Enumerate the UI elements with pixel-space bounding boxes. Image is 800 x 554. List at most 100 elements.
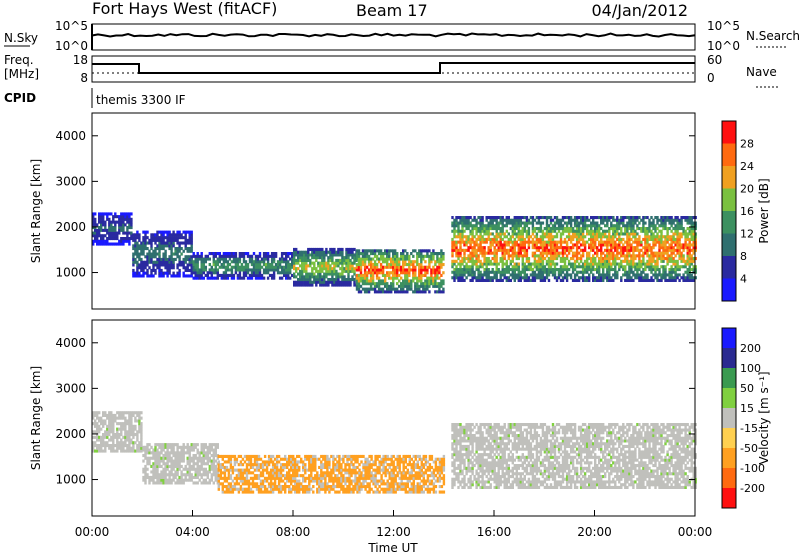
power-cell xyxy=(519,278,522,282)
power-cell xyxy=(305,250,308,254)
power-cell xyxy=(525,257,529,261)
power-cell xyxy=(230,252,234,256)
velocity-cell xyxy=(146,473,149,477)
power-cell xyxy=(622,268,625,272)
power-cell xyxy=(118,231,121,235)
power-cell xyxy=(608,229,611,233)
power-cell xyxy=(128,220,131,224)
power-cell xyxy=(108,228,111,232)
velocity-cell xyxy=(166,451,169,455)
power-cell xyxy=(156,244,159,248)
velocity-cell xyxy=(198,456,201,460)
power-cell xyxy=(283,260,286,264)
power-cell xyxy=(545,218,549,222)
power-cell xyxy=(224,265,228,269)
power-cell xyxy=(662,276,665,280)
power-cell xyxy=(507,257,510,261)
power-cell xyxy=(174,249,177,253)
power-cell xyxy=(367,290,371,294)
power-cell xyxy=(628,232,631,236)
power-cell xyxy=(365,249,369,253)
power-cell xyxy=(541,276,545,280)
power-cell xyxy=(365,265,369,269)
power-cell xyxy=(142,263,145,267)
power-cell xyxy=(517,237,520,241)
power-cell xyxy=(620,216,623,220)
power-cell xyxy=(523,248,526,252)
power-cell xyxy=(422,254,425,258)
power-cell xyxy=(646,216,649,220)
power-cell xyxy=(166,230,169,234)
power-cell xyxy=(688,243,691,247)
power-cell xyxy=(517,221,520,225)
power-cell xyxy=(345,269,348,273)
power-cell xyxy=(144,238,147,242)
power-cell xyxy=(539,278,543,282)
power-cell xyxy=(120,223,123,227)
power-cell xyxy=(509,254,512,258)
power-cell xyxy=(479,246,482,250)
velocity-cell xyxy=(225,476,229,480)
nsearch-label: N.Search xyxy=(746,29,800,43)
velocity-cell xyxy=(178,451,181,455)
power-cell xyxy=(614,273,617,277)
power-cell xyxy=(586,254,589,258)
power-cell xyxy=(323,267,326,271)
power-cell xyxy=(670,218,673,222)
power-cell xyxy=(596,232,599,236)
power-cell xyxy=(499,257,502,261)
velocity-cell xyxy=(144,475,147,479)
power-cell xyxy=(519,243,522,247)
velocity-cell xyxy=(140,435,143,439)
power-cell xyxy=(543,251,547,255)
velocity-cell xyxy=(210,459,213,463)
power-cell xyxy=(434,252,437,256)
power-cell xyxy=(188,233,191,237)
power-cell xyxy=(455,235,458,239)
velocity-cell xyxy=(116,444,119,448)
power-cell xyxy=(678,232,681,236)
power-cell xyxy=(592,262,595,266)
power-cell xyxy=(545,235,549,239)
power-cell xyxy=(313,272,316,276)
power-cell xyxy=(630,224,633,228)
power-cell xyxy=(543,232,547,236)
velocity-cell xyxy=(190,459,193,463)
velocity-cell xyxy=(208,470,211,474)
velocity-cell xyxy=(116,435,119,439)
power-cell xyxy=(596,268,599,272)
velocity-cell xyxy=(104,433,107,437)
freq-series xyxy=(92,62,695,74)
power-cell xyxy=(537,246,541,250)
velocity-cell xyxy=(259,490,263,494)
power-cell xyxy=(515,262,518,266)
power-cell xyxy=(618,243,621,247)
power-cell xyxy=(234,254,238,258)
power-cell xyxy=(596,276,599,280)
power-cell xyxy=(176,233,179,237)
power-cell xyxy=(616,229,619,233)
power-cell xyxy=(410,279,413,283)
power-cell xyxy=(345,264,348,268)
velocity-cell xyxy=(118,427,121,431)
power-cell xyxy=(497,270,500,274)
power-cell xyxy=(507,232,510,236)
power-cell xyxy=(602,221,605,225)
power-cell xyxy=(598,227,601,231)
power-cell xyxy=(475,224,478,228)
power-cell xyxy=(565,229,569,233)
power-cell xyxy=(590,227,593,231)
power-cell xyxy=(118,220,121,224)
power-cell xyxy=(208,271,211,275)
power-cell xyxy=(377,252,381,256)
power-cell xyxy=(626,232,629,236)
power-cell xyxy=(158,247,161,251)
velocity-cell xyxy=(227,490,231,494)
power-cell xyxy=(341,258,344,262)
power-cell xyxy=(339,283,342,287)
power-cell xyxy=(339,280,342,284)
velocity-cell xyxy=(158,481,161,485)
power-cell xyxy=(479,216,482,220)
power-cell xyxy=(168,230,171,234)
power-cell xyxy=(495,270,498,274)
